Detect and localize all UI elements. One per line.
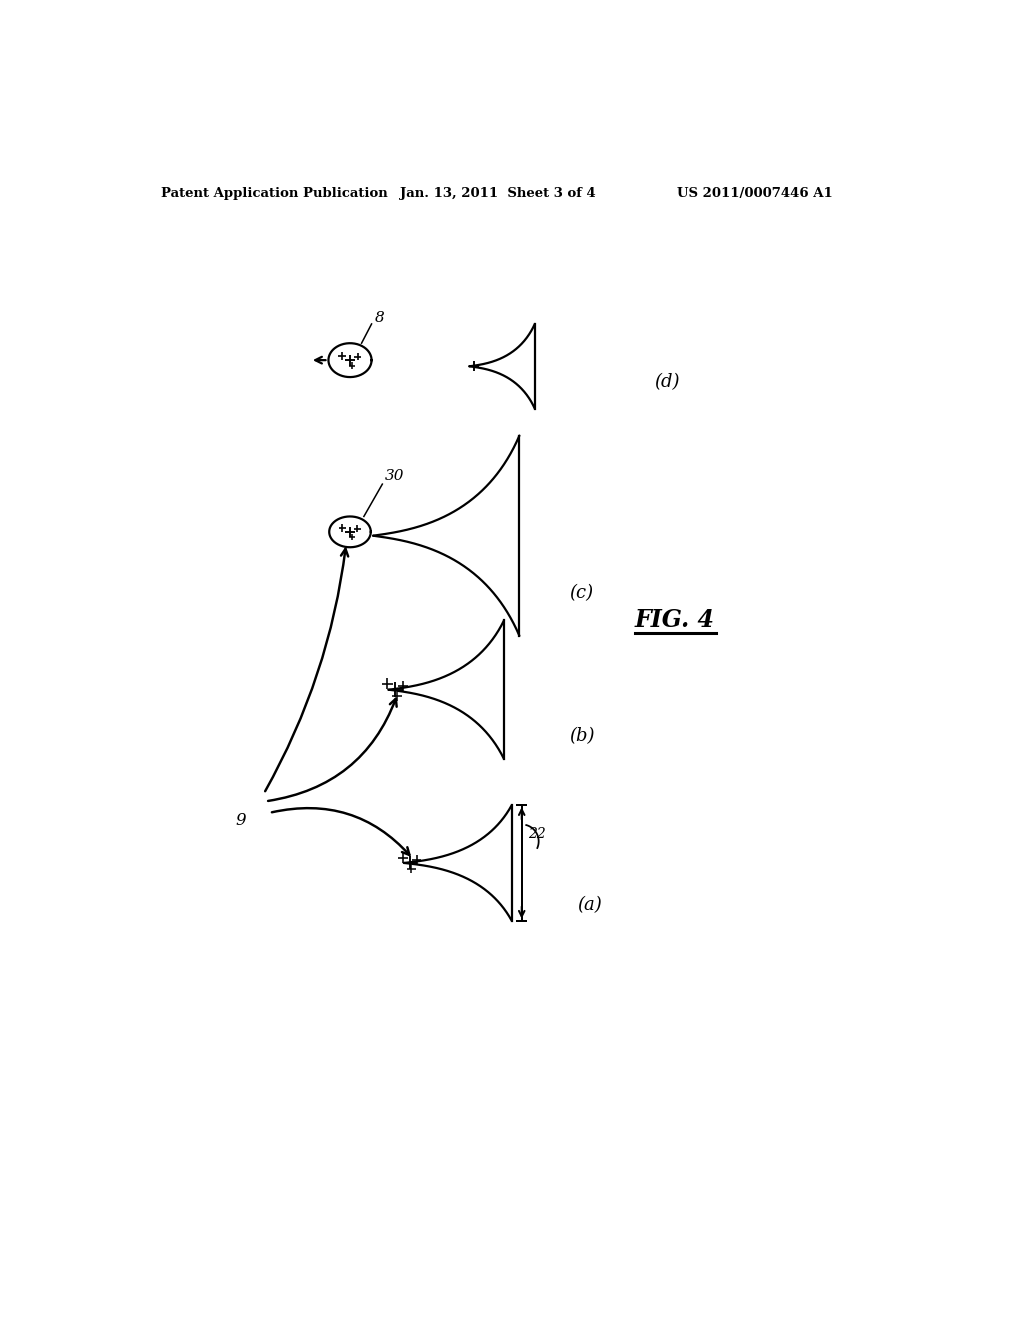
Text: 30: 30	[385, 470, 404, 483]
Text: Jan. 13, 2011  Sheet 3 of 4: Jan. 13, 2011 Sheet 3 of 4	[400, 186, 596, 199]
Text: 8: 8	[375, 310, 384, 325]
Text: FIG. 4: FIG. 4	[635, 609, 715, 632]
Text: (c): (c)	[569, 585, 594, 602]
Text: (b): (b)	[569, 727, 595, 744]
Text: 22: 22	[528, 826, 546, 841]
Text: Patent Application Publication: Patent Application Publication	[162, 186, 388, 199]
Text: US 2011/0007446 A1: US 2011/0007446 A1	[677, 186, 833, 199]
Text: 9: 9	[236, 812, 246, 829]
Text: (d): (d)	[654, 372, 680, 391]
Text: (a): (a)	[578, 896, 602, 915]
